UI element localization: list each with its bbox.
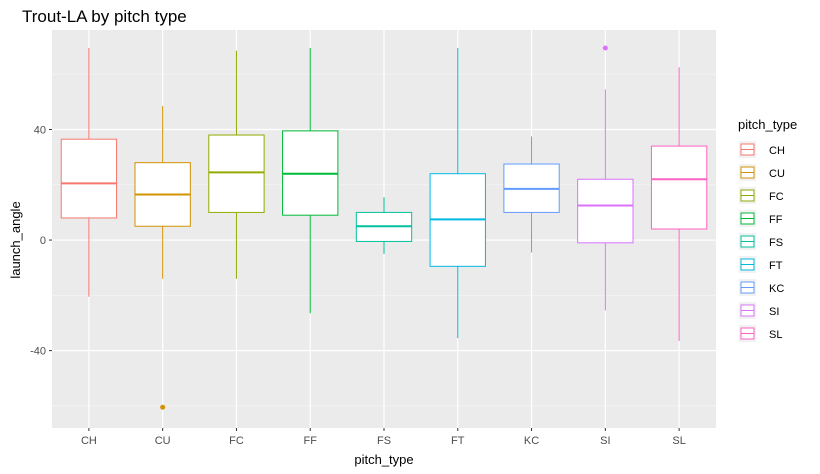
box-ch bbox=[60, 47, 118, 297]
y-tick-label: 0 bbox=[40, 235, 46, 247]
box-iqr bbox=[208, 134, 265, 213]
box-sl bbox=[650, 67, 708, 341]
legend: pitch_type CH CU FC FF FS FT KC SI SL bbox=[738, 117, 797, 342]
box-fc bbox=[208, 50, 265, 279]
x-tick-label: FS bbox=[377, 435, 391, 447]
x-tick-label: CH bbox=[81, 435, 97, 447]
legend-item-si: SI bbox=[739, 302, 779, 319]
box-ft bbox=[429, 47, 486, 339]
boxes-layer bbox=[60, 45, 708, 410]
legend-item-cu: CU bbox=[739, 164, 785, 181]
x-tick-label: FF bbox=[303, 435, 317, 447]
x-tick-label: FT bbox=[451, 435, 465, 447]
legend-label: CH bbox=[769, 145, 785, 157]
x-axis-title: pitch_type bbox=[354, 452, 413, 467]
outlier-point bbox=[602, 45, 608, 51]
outlier-point bbox=[160, 404, 166, 410]
box-iqr bbox=[60, 138, 118, 219]
legend-label: FS bbox=[769, 237, 783, 249]
box-cu bbox=[134, 106, 191, 410]
legend-label: CU bbox=[769, 168, 785, 180]
legend-label: KC bbox=[769, 283, 784, 295]
x-tick-label: SI bbox=[600, 435, 610, 447]
x-tick-label: FC bbox=[229, 435, 244, 447]
y-axis: -40 0 40 bbox=[30, 125, 52, 358]
box-fs bbox=[355, 197, 413, 254]
x-tick-label: CU bbox=[155, 435, 171, 447]
legend-label: SI bbox=[769, 306, 779, 318]
y-tick-label: 40 bbox=[34, 125, 46, 137]
legend-label: FT bbox=[769, 260, 783, 272]
legend-item-fs: FS bbox=[739, 233, 783, 250]
y-tick-label: -40 bbox=[30, 346, 46, 358]
legend-label: SL bbox=[769, 329, 782, 341]
x-tick-label: KC bbox=[524, 435, 539, 447]
legend-item-kc: KC bbox=[739, 279, 784, 296]
legend-label: FC bbox=[769, 191, 784, 203]
box-iqr bbox=[650, 145, 708, 230]
legend-item-fc: FC bbox=[739, 187, 784, 204]
box-si bbox=[577, 45, 634, 311]
box-kc bbox=[503, 136, 560, 253]
x-tick-label: SL bbox=[672, 435, 685, 447]
x-axis: CH CU FC FF FS FT KC SI SL bbox=[81, 428, 686, 447]
legend-item-sl: SL bbox=[739, 325, 782, 342]
y-axis-title: launch_angle bbox=[8, 201, 23, 278]
legend-item-ft: FT bbox=[739, 256, 783, 273]
chart-title: Trout-LA by pitch type bbox=[22, 7, 187, 26]
box-ff bbox=[282, 47, 339, 314]
legend-item-ff: FF bbox=[739, 210, 783, 227]
legend-item-ch: CH bbox=[739, 141, 785, 158]
box-iqr bbox=[577, 178, 634, 244]
legend-label: FF bbox=[769, 214, 783, 226]
legend-title: pitch_type bbox=[738, 117, 797, 132]
